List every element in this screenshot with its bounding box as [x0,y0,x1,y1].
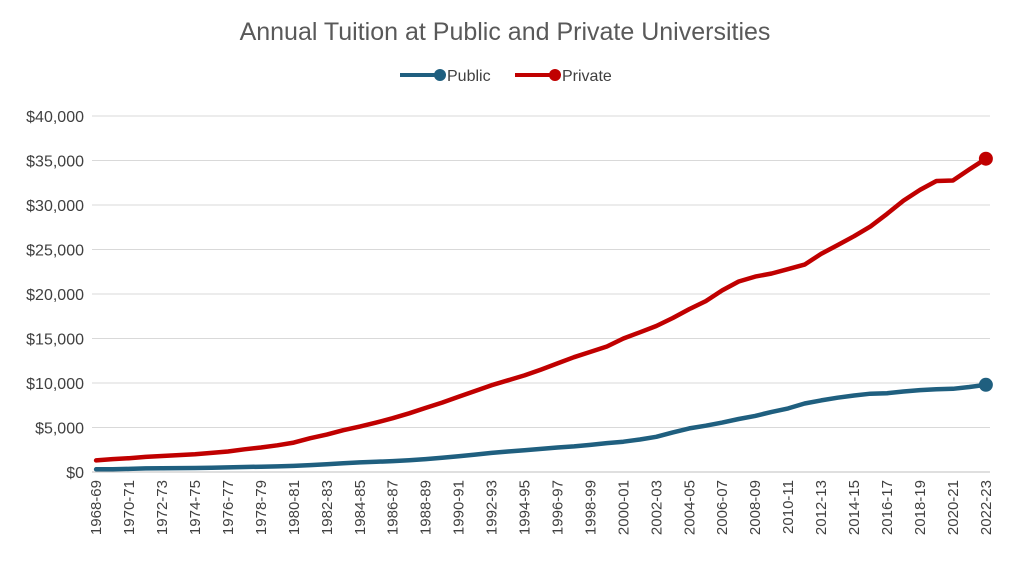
series-line-public [93,382,989,472]
y-axis-ticks: $0 $5,000 $10,000 $15,000 $20,000 $25,000 $30,… [26,109,84,482]
x-tick-label: 1976-77 [220,480,237,535]
legend-public-marker [434,69,446,81]
legend-public-label: Public [447,68,491,85]
x-tick-label: 2006-07 [714,480,731,535]
x-tick-label: 1982-83 [319,480,336,535]
y-tick-label: $15,000 [26,332,84,349]
legend-private-label: Private [562,68,612,85]
x-tick-label: 1980-81 [286,480,303,535]
y-tick-label: $0 [66,465,84,482]
legend-private-marker [549,69,561,81]
series-end-marker-private [978,151,993,166]
y-tick-label: $20,000 [26,287,84,304]
y-tick-label: $25,000 [26,243,84,260]
x-tick-label: 2002-03 [648,480,665,535]
x-tick-label: 2018-19 [912,480,929,535]
series-lines [93,151,993,472]
legend-item-public[interactable]: Public [400,68,491,85]
y-tick-label: $10,000 [26,376,84,393]
y-tick-label: $5,000 [35,421,84,438]
chart-title: Annual Tuition at Public and Private Uni… [240,18,771,46]
x-tick-label: 2016-17 [879,480,896,535]
x-tick-label: 1996-97 [549,480,566,535]
x-tick-label: 2004-05 [681,480,698,535]
x-axis-ticks: 1968-69 1970-71 1972-73 1974-75 1976-77 1978-… [88,480,995,535]
x-tick-label: 2020-21 [945,480,962,535]
x-tick-label: 2010-11 [780,480,797,534]
x-tick-label: 1988-89 [418,480,435,535]
y-tick-label: $35,000 [26,154,84,171]
x-tick-label: 1968-69 [88,480,105,535]
x-tick-label: 1990-91 [451,480,468,535]
x-tick-label: 2008-09 [747,480,764,535]
series-end-marker-public [978,377,993,392]
x-tick-label: 1972-73 [154,480,171,535]
x-tick-label: 1978-79 [253,480,270,535]
legend-item-private[interactable]: Private [515,68,612,85]
x-tick-label: 1994-95 [517,480,534,535]
x-tick-label: 2014-15 [846,480,863,535]
x-tick-label: 1986-87 [385,480,402,535]
x-tick-label: 2000-01 [615,480,632,535]
y-tick-label: $40,000 [26,109,84,126]
x-tick-label: 1984-85 [352,480,369,535]
x-tick-label: 2012-13 [813,480,830,535]
x-tick-label: 1970-71 [121,480,138,535]
x-tick-label: 2022-23 [978,480,995,535]
gridlines [92,115,990,473]
x-tick-label: 1974-75 [187,480,204,535]
x-tick-label: 1992-93 [484,480,501,535]
legend: Public Private [400,68,612,85]
y-tick-label: $30,000 [26,198,84,215]
series-line-private [93,156,989,463]
x-tick-label: 1998-99 [582,480,599,535]
